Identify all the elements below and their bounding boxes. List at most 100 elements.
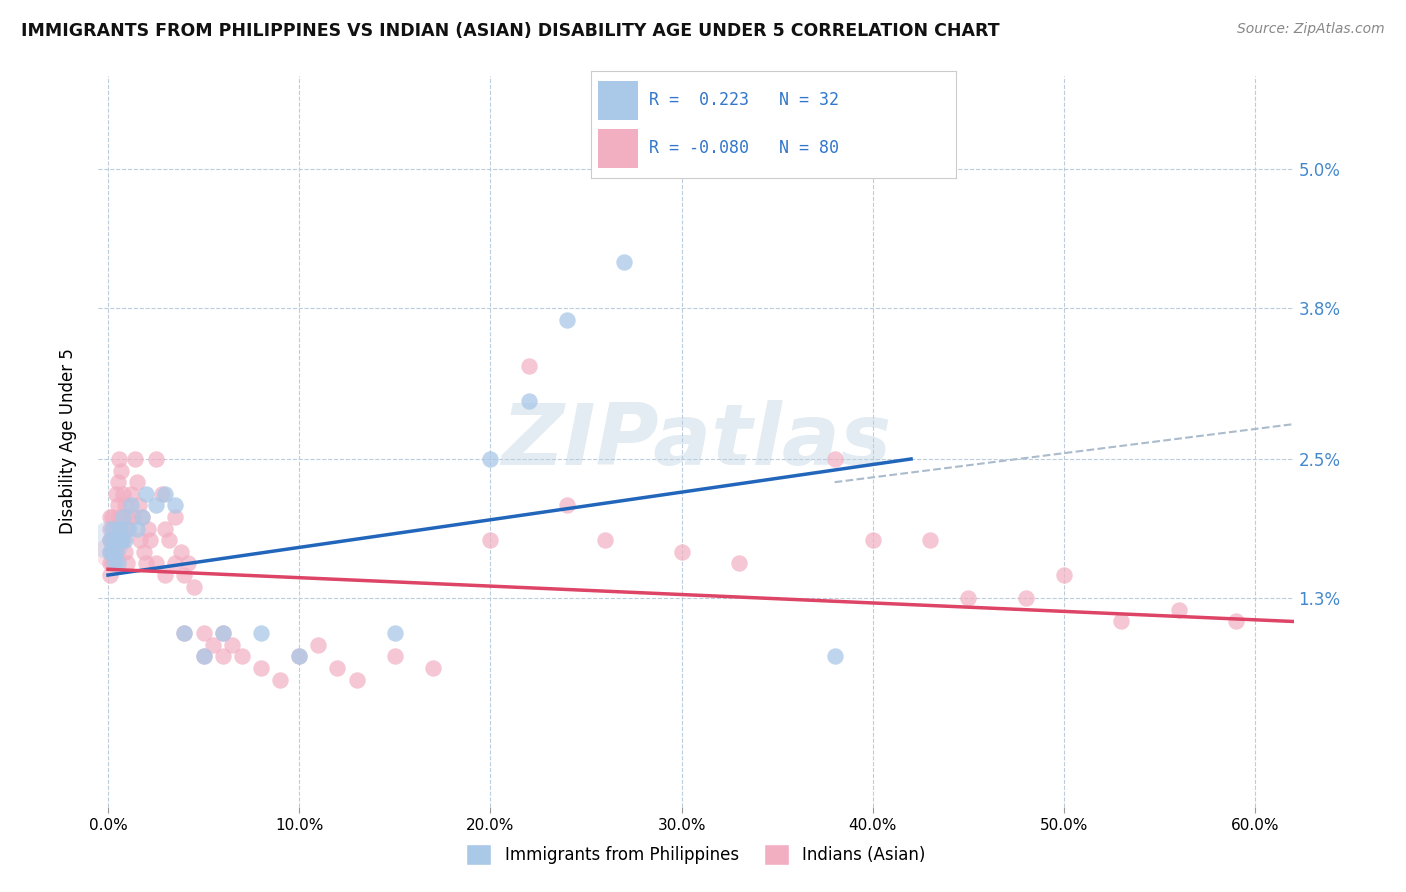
Point xyxy=(103,533,125,548)
Point xyxy=(136,522,159,536)
Point xyxy=(173,568,195,582)
Point xyxy=(173,626,195,640)
Point xyxy=(110,533,132,548)
Point xyxy=(384,626,406,640)
Point xyxy=(98,533,121,548)
Point xyxy=(112,510,135,524)
Point xyxy=(1225,615,1247,629)
Point xyxy=(145,499,167,513)
Point xyxy=(862,533,884,548)
Point xyxy=(250,661,273,675)
Point xyxy=(479,452,502,467)
Point xyxy=(107,557,129,571)
Point xyxy=(115,510,138,524)
Point xyxy=(114,533,136,548)
Point xyxy=(824,649,846,664)
Point xyxy=(555,312,578,326)
Point xyxy=(108,452,131,467)
Point xyxy=(134,545,156,559)
Point xyxy=(114,499,136,513)
Point xyxy=(121,510,143,524)
Point xyxy=(202,638,225,652)
Text: R =  0.223   N = 32: R = 0.223 N = 32 xyxy=(650,91,839,109)
Point xyxy=(98,545,121,559)
Point xyxy=(517,359,540,373)
Point xyxy=(155,568,177,582)
Point xyxy=(98,533,121,548)
Point xyxy=(221,638,243,652)
FancyBboxPatch shape xyxy=(598,81,638,120)
Point xyxy=(120,487,142,501)
Point xyxy=(193,649,215,664)
Point xyxy=(135,487,157,501)
Point xyxy=(517,393,540,408)
Point xyxy=(101,545,124,559)
Point xyxy=(108,510,131,524)
Point xyxy=(211,626,233,640)
Point xyxy=(211,626,233,640)
Point xyxy=(384,649,406,664)
Point xyxy=(107,499,129,513)
Point xyxy=(1015,591,1038,606)
Point xyxy=(157,533,180,548)
Point xyxy=(115,557,138,571)
Point xyxy=(110,464,132,478)
Point xyxy=(114,545,136,559)
Point xyxy=(824,452,846,467)
Point xyxy=(177,557,200,571)
Point xyxy=(124,452,146,467)
FancyBboxPatch shape xyxy=(598,129,638,168)
Point xyxy=(115,522,138,536)
Point xyxy=(145,452,167,467)
Point xyxy=(613,254,636,268)
Point xyxy=(112,487,135,501)
Y-axis label: Disability Age Under 5: Disability Age Under 5 xyxy=(59,349,77,534)
Point xyxy=(135,557,157,571)
Point xyxy=(422,661,444,675)
Point xyxy=(129,533,152,548)
Point xyxy=(183,580,205,594)
Point xyxy=(173,626,195,640)
Point xyxy=(288,649,311,664)
Point xyxy=(98,545,121,559)
Point xyxy=(728,557,751,571)
Point xyxy=(98,522,121,536)
Point xyxy=(269,673,291,687)
Point xyxy=(231,649,253,664)
Point xyxy=(120,499,142,513)
Point xyxy=(104,545,127,559)
Text: R = -0.080   N = 80: R = -0.080 N = 80 xyxy=(650,139,839,157)
Point xyxy=(131,510,153,524)
Point xyxy=(145,557,167,571)
Point xyxy=(125,522,148,536)
Point xyxy=(101,510,124,524)
Point xyxy=(101,557,124,571)
Point xyxy=(163,557,186,571)
Point xyxy=(104,487,127,501)
Point xyxy=(112,533,135,548)
Point xyxy=(1111,615,1133,629)
Point xyxy=(107,533,129,548)
Text: ZIPatlas: ZIPatlas xyxy=(501,400,891,483)
Point xyxy=(103,557,125,571)
Point xyxy=(163,499,186,513)
Point xyxy=(307,638,329,652)
Legend: Immigrants from Philippines, Indians (Asian): Immigrants from Philippines, Indians (As… xyxy=(467,845,925,864)
Point xyxy=(211,649,233,664)
Point xyxy=(98,545,121,559)
Point xyxy=(326,661,349,675)
Point xyxy=(593,533,616,548)
Point xyxy=(104,533,127,548)
Point xyxy=(131,510,153,524)
Point xyxy=(110,522,132,536)
Point xyxy=(163,510,186,524)
Point xyxy=(671,545,693,559)
Point xyxy=(125,475,148,490)
Point xyxy=(98,510,121,524)
Point xyxy=(250,626,273,640)
Point xyxy=(169,545,191,559)
Point xyxy=(150,487,173,501)
Point xyxy=(555,499,578,513)
Point xyxy=(101,522,124,536)
Point xyxy=(479,533,502,548)
